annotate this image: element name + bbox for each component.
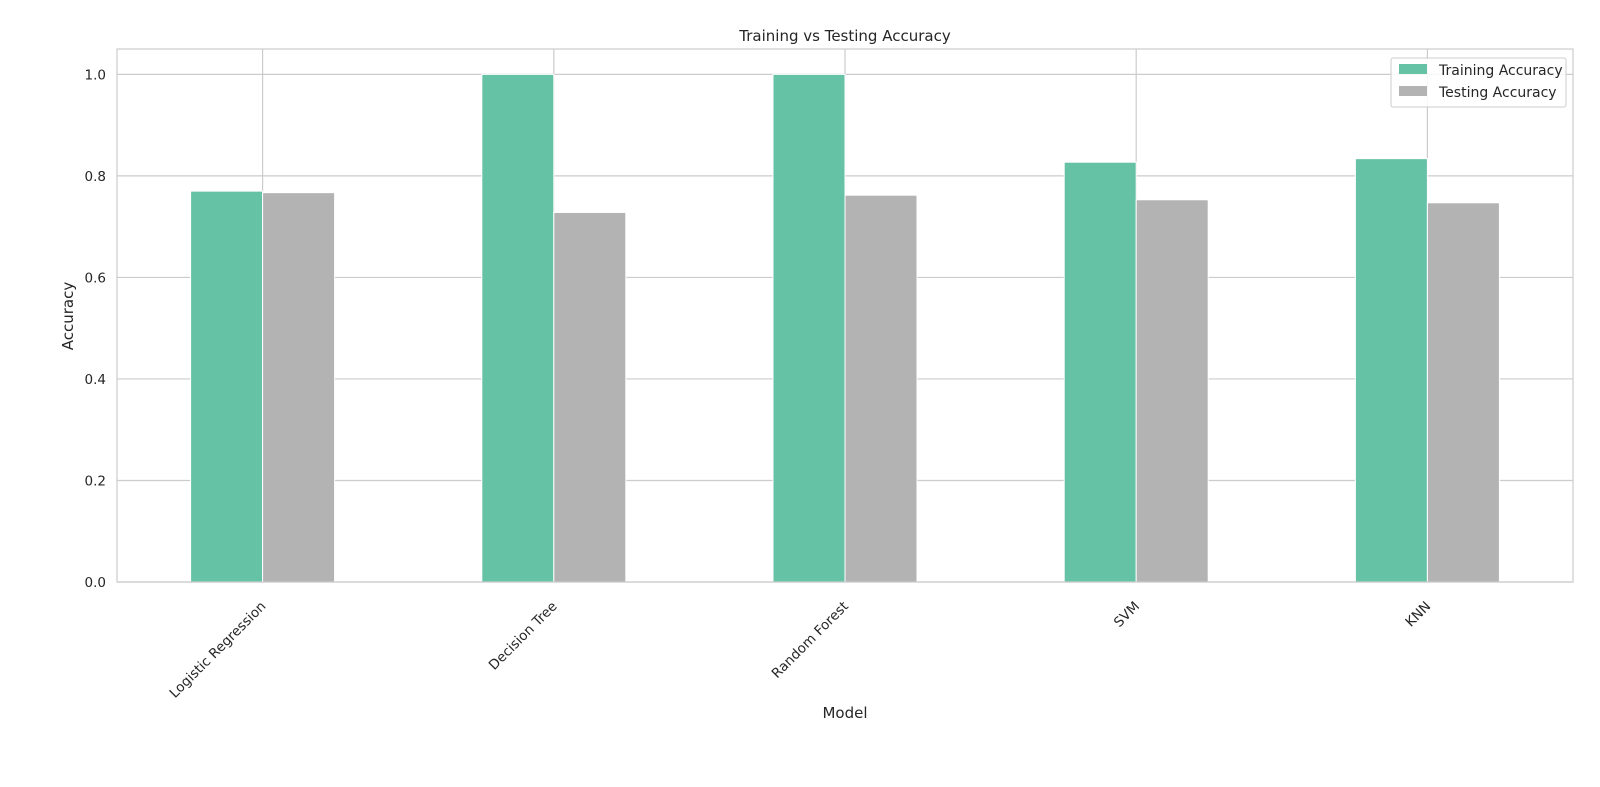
x-tick-label: SVM (1111, 599, 1143, 631)
bar-testing (553, 211, 627, 583)
y-tick-label: 0.0 (85, 575, 106, 591)
legend-label-testing: Testing Accuracy (1438, 85, 1557, 101)
y-tick-label: 0.2 (85, 473, 106, 489)
y-tick-label: 1.0 (85, 67, 106, 83)
y-tick-label: 0.6 (85, 270, 106, 286)
bar-training (1063, 161, 1137, 583)
chart-title: Training vs Testing Accuracy (738, 27, 951, 45)
legend-swatch-testing (1399, 86, 1427, 96)
x-tick-label: Random Forest (769, 599, 852, 682)
plot-frame (116, 48, 1574, 583)
bar-testing (262, 192, 336, 583)
x-axis-label: Model (822, 704, 867, 722)
y-tick-label: 0.4 (85, 372, 106, 388)
legend-label-training: Training Accuracy (1438, 63, 1563, 79)
y-tick-labels: 0.0 0.2 0.4 0.6 0.8 1.0 (85, 67, 106, 591)
bar-testing (1426, 202, 1500, 583)
x-tick-labels: Logistic Regression Decision Tree Random F… (167, 599, 1435, 702)
legend-frame (1390, 57, 1567, 108)
y-axis-label: Accuracy (59, 282, 77, 351)
legend-swatch-training (1399, 64, 1427, 74)
bar-testing (844, 194, 918, 583)
bar-training (1354, 158, 1428, 583)
legend: Training Accuracy Testing Accuracy (1390, 57, 1567, 108)
bar-training (481, 73, 555, 583)
x-tick-label: Decision Tree (486, 599, 561, 674)
bar-training (190, 190, 264, 583)
y-tick-label: 0.8 (85, 169, 106, 185)
bars (190, 73, 1500, 583)
x-tick-label: KNN (1402, 599, 1434, 631)
x-tick-label: Logistic Regression (167, 599, 270, 702)
bar-training (772, 73, 846, 583)
bar-testing (1135, 199, 1209, 583)
